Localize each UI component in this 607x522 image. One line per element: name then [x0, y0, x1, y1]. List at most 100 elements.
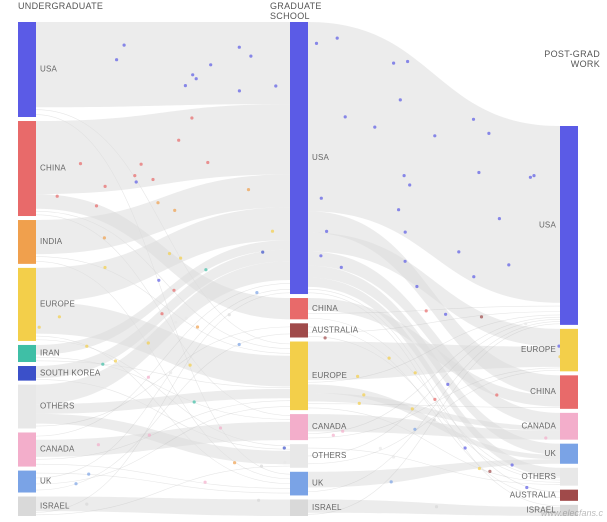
flow-dot [147, 341, 150, 344]
sankey-node-g_europe [290, 342, 308, 411]
flow-dot [135, 180, 138, 183]
flow-dot [133, 174, 136, 177]
sankey-node-label-p_others: OTHERS [521, 472, 556, 481]
flow-link-thin [308, 404, 560, 408]
flow-dot [179, 257, 182, 260]
flow-dot [228, 313, 231, 316]
flow-dot [177, 139, 180, 142]
sankey-node-label-p_europe: EUROPE [521, 345, 556, 354]
flow-dot [204, 481, 207, 484]
sankey-node-u_europe [18, 268, 36, 341]
sankey-node-label-g_china: CHINA [312, 304, 338, 313]
flow-dot [388, 357, 391, 360]
flow-dot [148, 434, 151, 437]
flow-dot [209, 63, 212, 66]
flow-dot [411, 407, 414, 410]
sankey-node-p_aus [560, 490, 578, 501]
sankey-node-g_usa [290, 22, 308, 294]
sankey-node-label-p_china: CHINA [530, 387, 556, 396]
flow-dot [101, 363, 104, 366]
flow-dot [97, 443, 100, 446]
sankey-node-label-g_canada: CANADA [312, 422, 347, 431]
sankey-node-u_usa [18, 22, 36, 117]
flow-dot [151, 178, 154, 181]
sankey-node-label-u_iran: IRAN [40, 349, 60, 358]
sankey-node-g_china [290, 298, 308, 319]
sankey-node-label-u_india: INDIA [40, 237, 63, 246]
flow-dot [446, 383, 449, 386]
flow-dot [457, 250, 460, 253]
sankey-node-label-u_others: OTHERS [40, 402, 75, 411]
flow-dot [247, 188, 250, 191]
flow-dot [189, 364, 192, 367]
flow-dot [397, 208, 400, 211]
sankey-node-label-g_aus: AUSTRALIA [312, 326, 359, 335]
flow-dot [340, 266, 343, 269]
watermark-text: www.elecfans.c [541, 508, 603, 518]
flow-dot [169, 371, 172, 374]
flow-dot [477, 171, 480, 174]
flow-dot [193, 400, 196, 403]
sankey-node-g_israel [290, 499, 308, 516]
flow-dot [172, 289, 175, 292]
sankey-node-label-p_usa: USA [539, 221, 557, 230]
flow-dot [185, 317, 188, 320]
flow-dot [425, 309, 428, 312]
flow-dot [433, 418, 436, 421]
sankey-node-label-g_others: OTHERS [312, 451, 347, 460]
flow-dot [498, 217, 501, 220]
sankey-node-label-u_usa: USA [40, 65, 58, 74]
flow-dot [344, 115, 347, 118]
flow-dot [123, 44, 126, 47]
flow-dot [104, 185, 107, 188]
sankey-node-label-g_europe: EUROPE [312, 371, 347, 380]
flow-dot [488, 470, 491, 473]
flow-dot [433, 398, 436, 401]
sankey-node-u_canada [18, 432, 36, 466]
flow-dot [507, 263, 510, 266]
flow-dot [532, 174, 535, 177]
flow-dot [390, 480, 393, 483]
sankey-node-u_china [18, 121, 36, 216]
flow-dot [487, 132, 490, 135]
stage-title-postgrad: POST-GRADWORK [540, 50, 600, 70]
flow-dot [233, 461, 236, 464]
flow-dot [261, 251, 264, 254]
flow-dot [495, 393, 498, 396]
flow-dot [319, 254, 322, 257]
flow-dot [544, 436, 547, 439]
sankey-node-p_canada [560, 413, 578, 440]
sankey-node-label-g_uk: UK [312, 479, 324, 488]
flow-dot [206, 161, 209, 164]
sankey-node-p_others [560, 468, 578, 486]
flow-dot [160, 312, 163, 315]
sankey-node-label-g_usa: USA [312, 153, 330, 162]
flow-dot [478, 467, 481, 470]
flow-dot [332, 434, 335, 437]
flow-dot [149, 404, 152, 407]
flow-dot [464, 446, 467, 449]
flow-dot [480, 315, 483, 318]
flow-dot [74, 482, 77, 485]
flow-dot [238, 89, 241, 92]
flow-dot [472, 275, 475, 278]
flow-dot [435, 505, 438, 508]
flow-dot [472, 118, 475, 121]
flow-dot [379, 447, 382, 450]
flow-dot [415, 285, 418, 288]
flow-dot [156, 201, 159, 204]
sankey-node-u_india [18, 220, 36, 264]
sankey-node-g_others [290, 444, 308, 468]
flow-dot [79, 162, 82, 165]
sankey-node-u_iran [18, 345, 36, 362]
sankey-node-p_uk [560, 444, 578, 464]
flow-dot [219, 426, 222, 429]
flow-dot [324, 336, 327, 339]
flow-dot [433, 134, 436, 137]
flow-dot [173, 209, 176, 212]
stage-title-grad: GRADUATESCHOOL [270, 2, 322, 22]
flow-dot [408, 183, 411, 186]
flow-dot [414, 371, 417, 374]
sankey-node-p_usa [560, 126, 578, 325]
flow-dot [87, 473, 90, 476]
